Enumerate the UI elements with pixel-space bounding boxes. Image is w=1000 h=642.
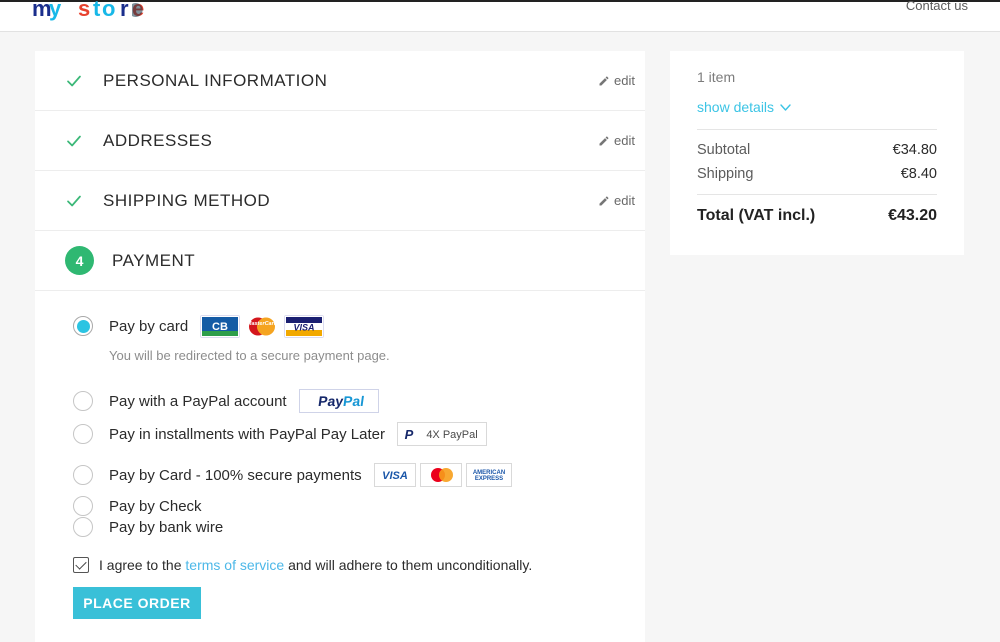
svg-text:P: P (405, 427, 414, 442)
svg-text:t: t (93, 0, 101, 21)
svg-text:r: r (120, 0, 129, 21)
svg-text:o: o (102, 0, 116, 21)
svg-text:y: y (49, 0, 62, 21)
svg-text:VISA: VISA (294, 322, 315, 332)
svg-text:CB: CB (212, 321, 228, 333)
svg-text:VISA: VISA (382, 470, 408, 482)
svg-text:4X PayPal: 4X PayPal (426, 429, 477, 441)
svg-text:s: s (78, 0, 91, 21)
svg-text:EXPRESS: EXPRESS (474, 476, 502, 482)
svg-text:MasterCard: MasterCard (247, 321, 278, 327)
svg-text:PayPal: PayPal (317, 393, 365, 409)
